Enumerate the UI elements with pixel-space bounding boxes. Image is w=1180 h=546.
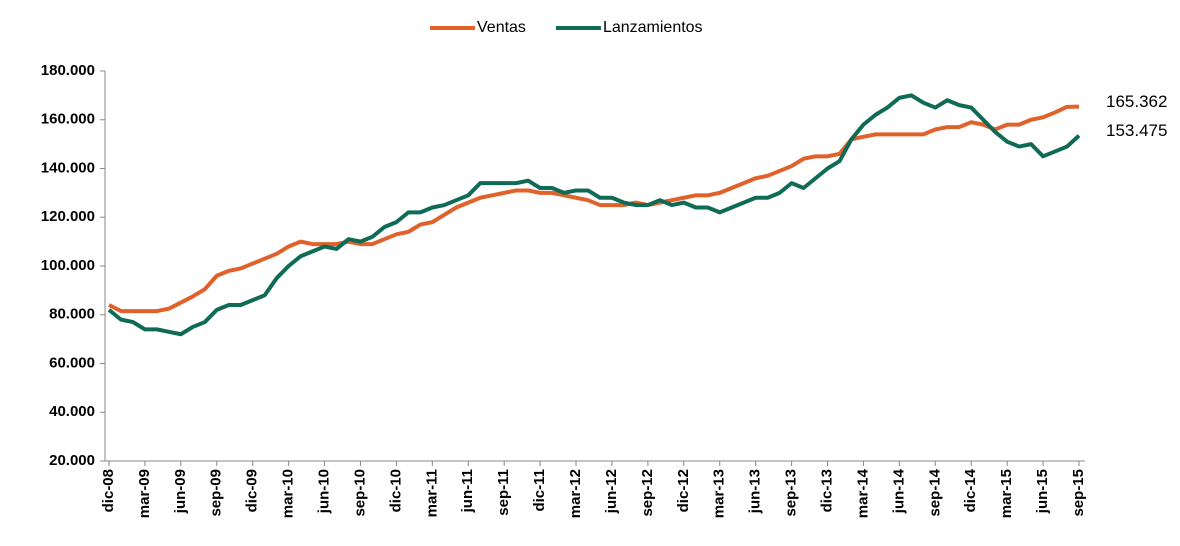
y-tick-label: 140.000 xyxy=(41,159,95,176)
y-tick-label: 80.000 xyxy=(49,306,95,323)
x-tick-label: sep-12 xyxy=(639,469,656,517)
y-tick-label: 160.000 xyxy=(41,111,95,128)
legend-label: Lanzamientos xyxy=(603,19,703,36)
line-series xyxy=(107,93,1081,337)
y-tick-label: 40.000 xyxy=(49,403,95,420)
x-tick-label: dic-12 xyxy=(675,469,692,512)
y-tick-label: 60.000 xyxy=(49,354,95,371)
x-tick-label: jun-09 xyxy=(172,469,189,514)
x-tick-label: sep-09 xyxy=(208,469,225,517)
legend-label: Ventas xyxy=(477,19,526,36)
x-tick-label: sep-14 xyxy=(926,468,943,516)
x-tick-label: mar-11 xyxy=(423,469,440,517)
x-tick-label: dic-10 xyxy=(387,469,404,512)
x-tick-label: mar-10 xyxy=(280,469,297,518)
x-tick-label: mar-13 xyxy=(711,469,728,518)
y-tick-label: 100.000 xyxy=(41,257,95,274)
x-tick-label: mar-14 xyxy=(854,468,871,518)
x-tick-label: jun-10 xyxy=(316,469,333,514)
x-tick-label: dic-11 xyxy=(531,469,548,512)
x-tick-label: jun-15 xyxy=(1034,469,1051,514)
x-tick-label: mar-12 xyxy=(567,469,584,518)
x-tick-label: jun-12 xyxy=(603,469,620,514)
y-tick-label: 20.000 xyxy=(49,452,95,469)
x-tick-label: dic-08 xyxy=(100,469,117,512)
x-tick-label: sep-11 xyxy=(495,469,512,516)
data-label: 153.475 xyxy=(1106,121,1167,140)
x-tick-label: sep-13 xyxy=(783,469,800,517)
x-tick-label: mar-15 xyxy=(998,469,1015,518)
y-tick-label: 180.000 xyxy=(41,62,95,79)
x-tick-label: sep-10 xyxy=(351,469,368,517)
x-tick-label: dic-13 xyxy=(818,469,835,512)
x-tick-label: mar-09 xyxy=(136,469,153,518)
x-tick-label: jun-13 xyxy=(747,469,764,514)
x-tick-label: dic-14 xyxy=(962,468,979,512)
x-tick-label: jun-14 xyxy=(890,468,907,514)
x-tick-label: dic-09 xyxy=(244,469,261,512)
x-tick-label: sep-15 xyxy=(1070,469,1087,517)
line-series xyxy=(108,104,1080,314)
y-tick-label: 120.000 xyxy=(41,208,95,225)
x-tick-label: jun-11 xyxy=(459,469,476,513)
data-label: 165.362 xyxy=(1106,92,1167,111)
